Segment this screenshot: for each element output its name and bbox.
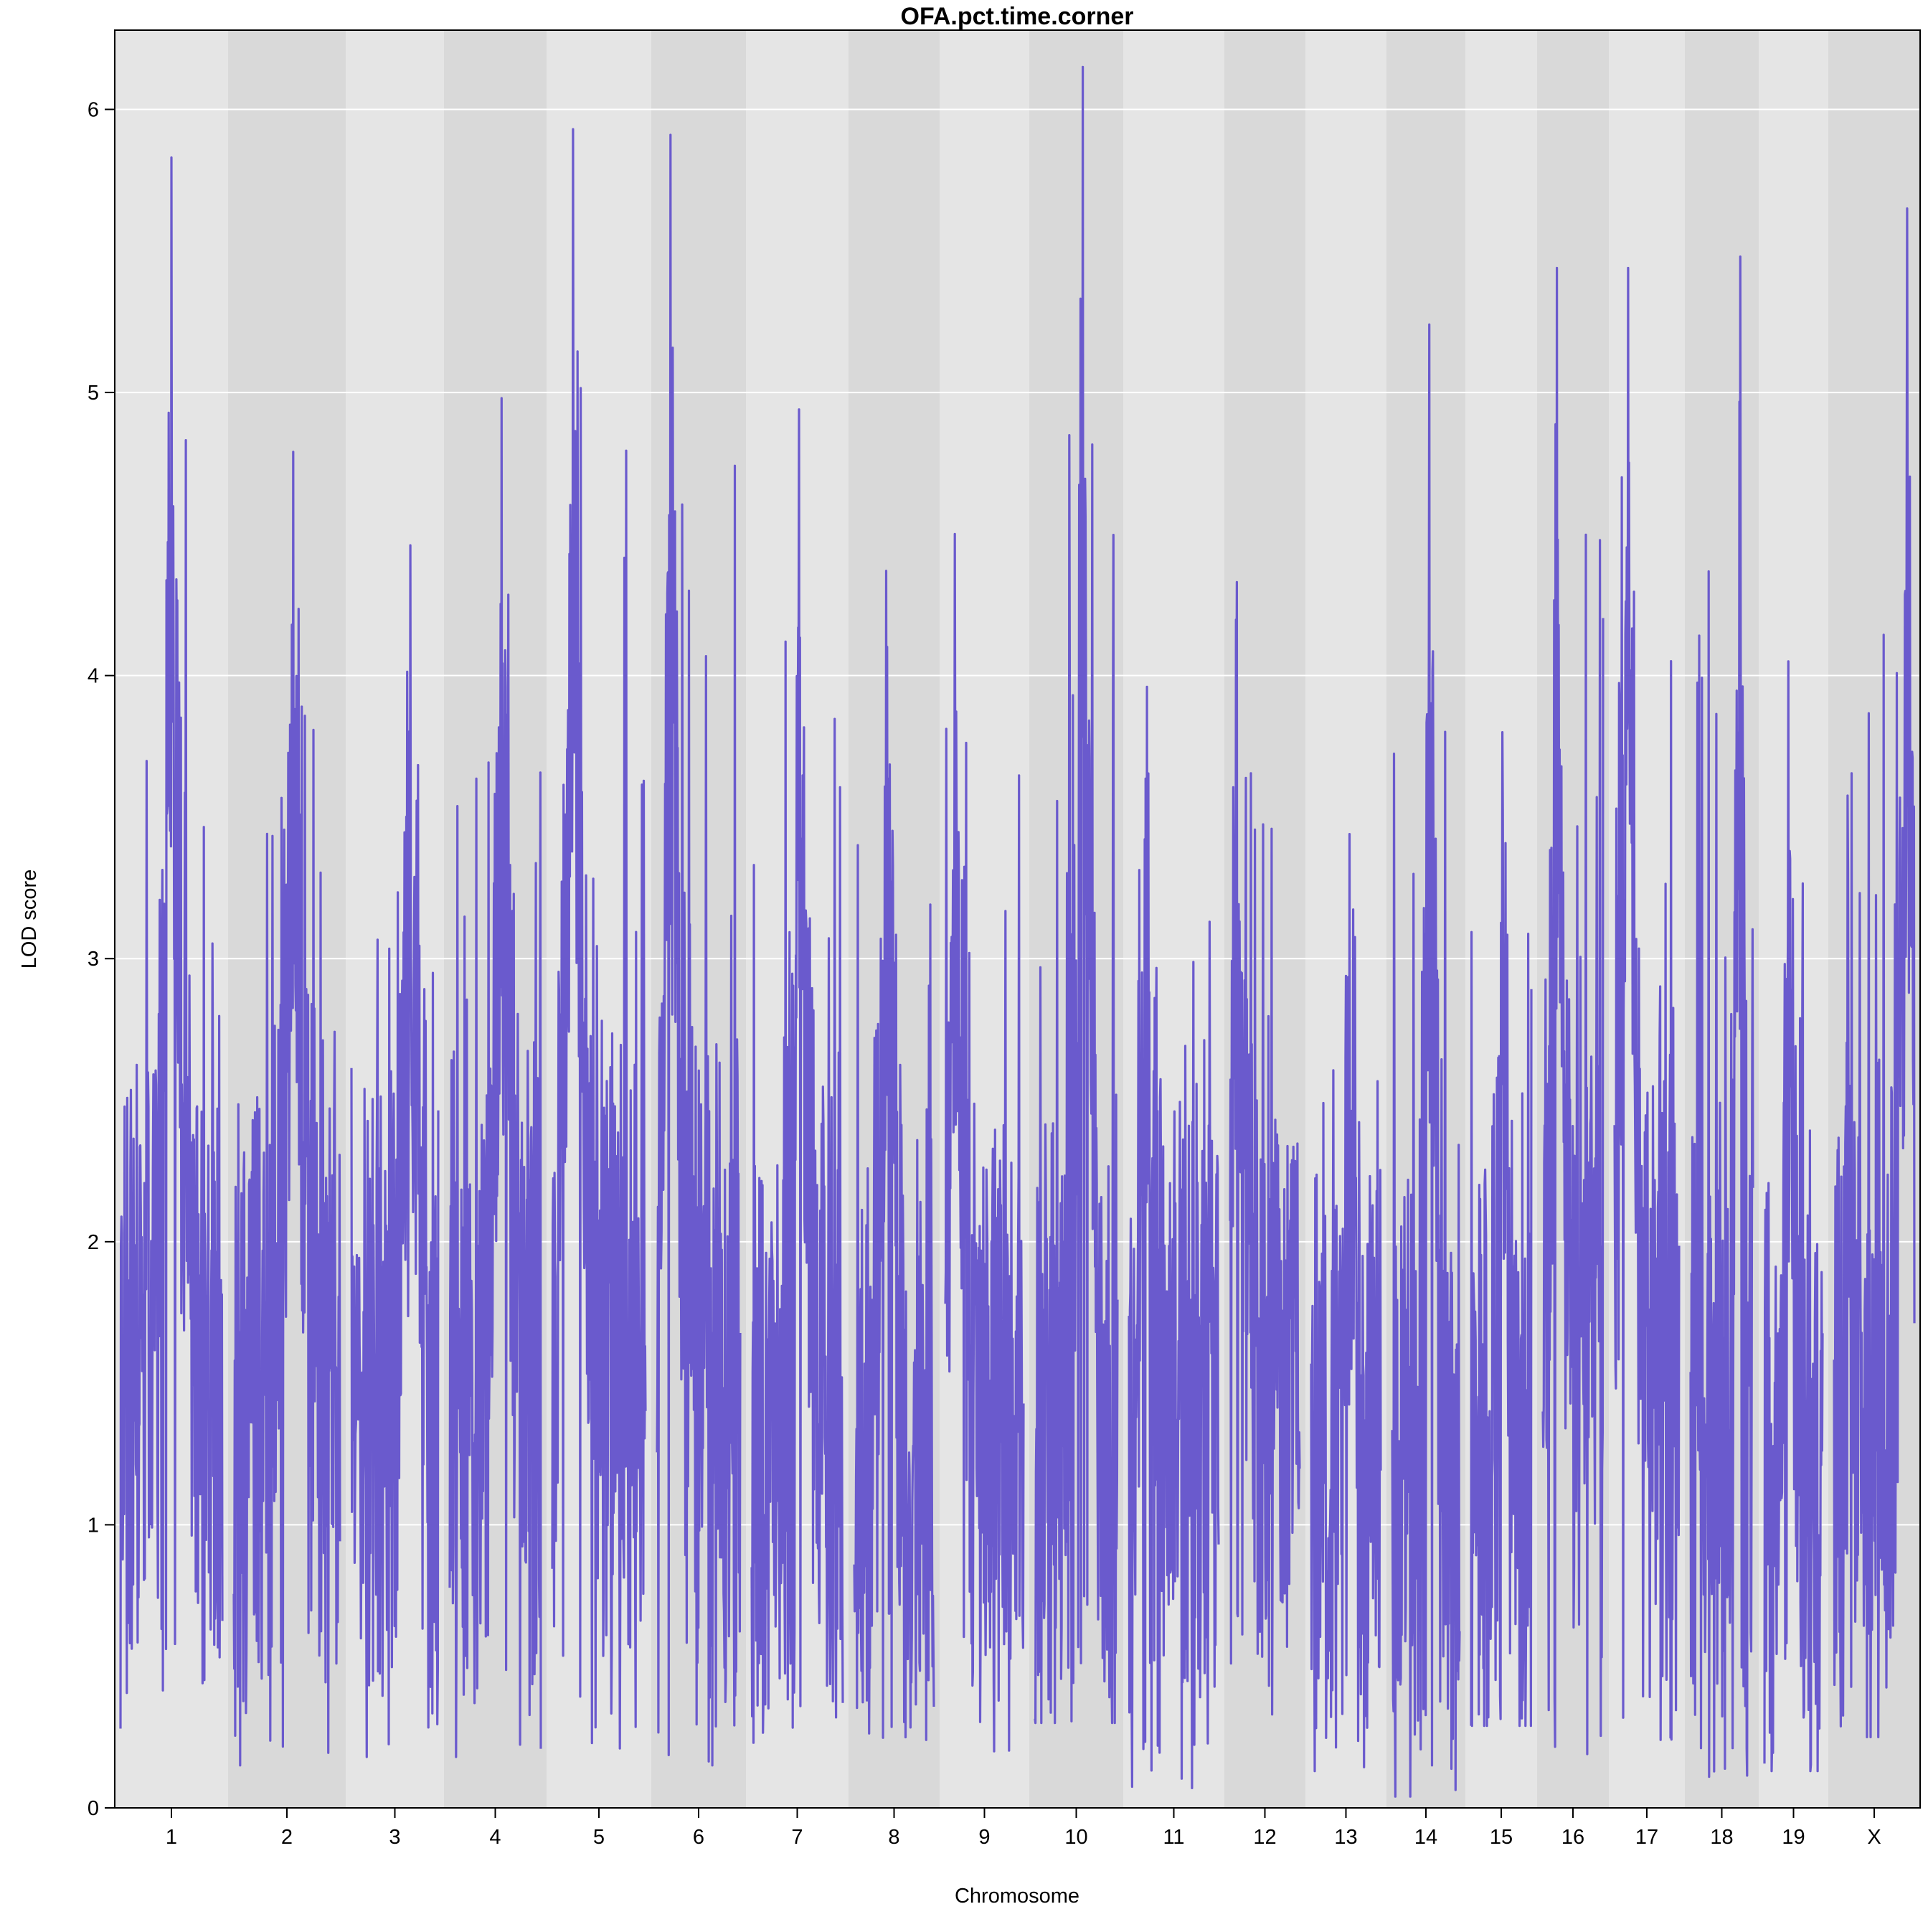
x-tick-label-17: 17 xyxy=(1635,1826,1658,1849)
x-tick-label-X: X xyxy=(1867,1826,1881,1849)
x-tick-label-8: 8 xyxy=(888,1826,899,1849)
lod-series xyxy=(119,65,1916,1798)
y-tick-label-2: 2 xyxy=(88,1231,99,1254)
lod-line-chr-17 xyxy=(1613,266,1681,1741)
lod-line-chr-X xyxy=(1833,207,1916,1738)
lod-line-chr-5 xyxy=(551,128,647,1750)
lod-line-chr-9 xyxy=(944,532,1025,1753)
lod-line-chr-13 xyxy=(1310,832,1382,1773)
y-tick-label-3: 3 xyxy=(88,948,99,971)
lod-line-chr-2 xyxy=(232,451,341,1767)
x-tick-label-12: 12 xyxy=(1253,1826,1276,1849)
lod-line-chr-12 xyxy=(1229,580,1301,1716)
y-axis: 0 1 2 3 4 5 6 xyxy=(88,98,115,1820)
y-tick-label-6: 6 xyxy=(88,98,99,121)
lod-line-chr-10 xyxy=(1034,65,1119,1725)
x-tick-label-1: 1 xyxy=(166,1826,177,1849)
x-tick-label-6: 6 xyxy=(693,1826,704,1849)
lod-line-chr-7 xyxy=(750,408,844,1744)
lod-line-chr-8 xyxy=(853,570,935,1741)
x-tick-label-5: 5 xyxy=(593,1826,605,1849)
lod-line-chr-1 xyxy=(119,156,224,1729)
lod-line-chr-6 xyxy=(656,133,742,1767)
x-tick-label-2: 2 xyxy=(281,1826,293,1849)
y-tick-label-5: 5 xyxy=(88,382,99,405)
x-tick-label-16: 16 xyxy=(1561,1826,1584,1849)
x-tick-label-9: 9 xyxy=(978,1826,990,1849)
lod-line-chr-18 xyxy=(1689,255,1754,1778)
x-tick-label-3: 3 xyxy=(389,1826,400,1849)
x-tick-label-11: 11 xyxy=(1163,1826,1184,1849)
plot-frame xyxy=(114,29,1921,1809)
y-tick-label-0: 0 xyxy=(88,1797,99,1820)
lod-line-chr-3 xyxy=(350,544,440,1758)
lod-line-chr-15 xyxy=(1470,730,1533,1728)
chart-title: OFA.pct.time.corner xyxy=(901,3,1134,30)
lod-line-chr-14 xyxy=(1391,323,1461,1798)
x-tick-label-14: 14 xyxy=(1414,1826,1437,1849)
y-tick-label-1: 1 xyxy=(88,1514,99,1537)
lod-line-chr-4 xyxy=(448,397,542,1758)
y-tick-label-4: 4 xyxy=(88,665,99,688)
lod-line-chr-19 xyxy=(1763,660,1824,1773)
x-tick-label-10: 10 xyxy=(1064,1826,1087,1849)
x-tick-label-13: 13 xyxy=(1334,1826,1357,1849)
y-axis-label: LOD score xyxy=(18,870,41,969)
x-axis-label: Chromosome xyxy=(955,1885,1079,1908)
x-tick-label-19: 19 xyxy=(1782,1826,1805,1849)
lod-line-chr-11 xyxy=(1128,685,1220,1789)
x-axis: 1 2 3 4 5 6 7 8 9 10 11 12 13 14 15 16 17 18 19 X xyxy=(166,1808,1881,1849)
x-tick-label-18: 18 xyxy=(1710,1826,1733,1849)
x-tick-label-15: 15 xyxy=(1490,1826,1513,1849)
lod-line-chr-16 xyxy=(1541,266,1605,1756)
x-tick-label-7: 7 xyxy=(791,1826,803,1849)
x-tick-label-4: 4 xyxy=(489,1826,501,1849)
